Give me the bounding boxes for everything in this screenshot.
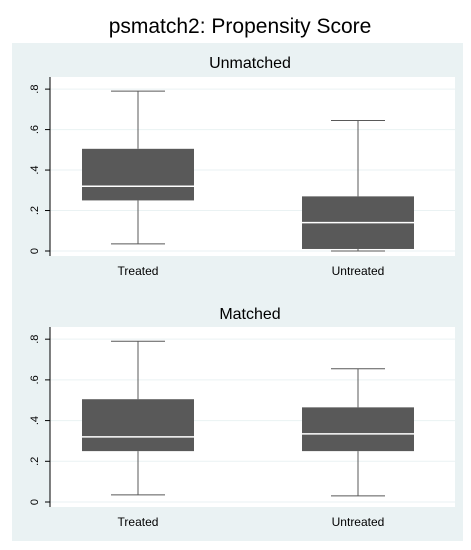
box-treated bbox=[82, 340, 194, 496]
y-tick-label: 0 bbox=[29, 499, 41, 505]
y-tick-label: 0 bbox=[29, 248, 41, 254]
y-tick-label: .2 bbox=[29, 457, 41, 466]
box-treated bbox=[82, 90, 194, 245]
y-tick-label: .6 bbox=[29, 375, 41, 384]
iqr-box bbox=[82, 399, 194, 452]
category-label: Treated bbox=[118, 515, 159, 529]
y-tick-label: .6 bbox=[29, 125, 41, 134]
panel-title: Unmatched bbox=[209, 55, 291, 72]
y-tick-label: .4 bbox=[29, 165, 41, 174]
panel-0: Unmatched 0 .2 .4 .6 .8 Treated Untreated bbox=[29, 55, 455, 278]
box-untreated bbox=[302, 368, 414, 497]
category-label: Untreated bbox=[332, 515, 385, 529]
panel-1: Matched 0 .2 .4 .6 .8 Treated Untreated bbox=[29, 306, 455, 529]
category-label: Untreated bbox=[332, 264, 385, 278]
chart-title: psmatch2: Propensity Score bbox=[109, 15, 372, 38]
y-tick-label: .8 bbox=[29, 335, 41, 344]
panel-title: Matched bbox=[219, 306, 280, 323]
iqr-box bbox=[302, 407, 414, 452]
box-untreated bbox=[302, 119, 414, 252]
y-tick-label: .4 bbox=[29, 416, 41, 425]
y-tick-label: .8 bbox=[29, 85, 41, 94]
iqr-box bbox=[82, 148, 194, 201]
y-tick-label: .2 bbox=[29, 206, 41, 215]
category-label: Treated bbox=[118, 264, 159, 278]
